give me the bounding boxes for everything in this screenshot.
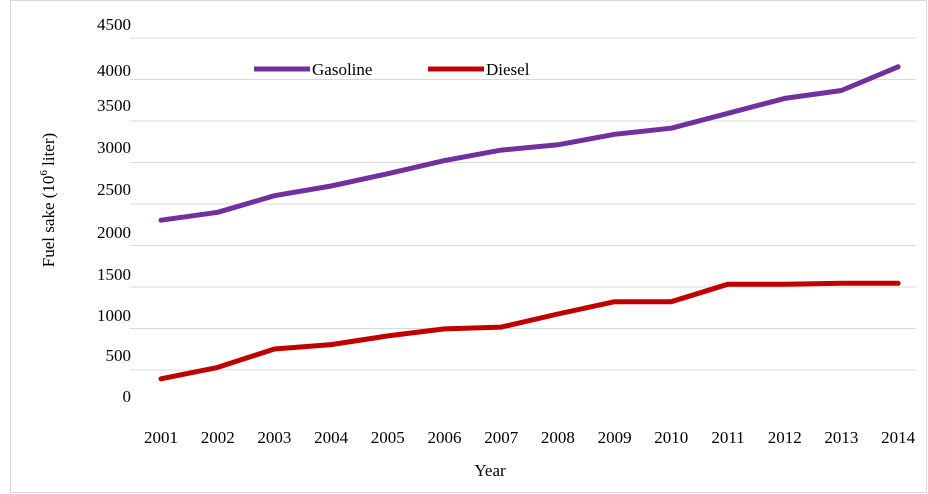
- x-tick-label: 2001: [144, 428, 178, 447]
- x-tick-label: 2012: [768, 428, 802, 447]
- x-axis-ticks: 2001 2002 2003 2004 2005 2006 2007 2008 2009 2010…: [144, 428, 916, 447]
- y-axis-title: Fuel sake (106 liter): [38, 133, 58, 267]
- y-tick-label: 2000: [97, 223, 131, 242]
- chart-frame: [10, 0, 927, 493]
- series-line-gasoline: [158, 64, 901, 223]
- series-lines: [158, 64, 901, 382]
- gridlines: [130, 37, 916, 371]
- y-axis-title-base: Fuel sake (10: [39, 176, 58, 268]
- x-tick-label: 2006: [428, 428, 462, 447]
- y-axis-ticks: 0 500 1000 1500 2000 2500 3000 3500 4000 4500: [97, 15, 131, 406]
- x-tick-label: 2005: [371, 428, 405, 447]
- y-tick-label: 1500: [97, 265, 131, 284]
- x-tick-label: 2013: [824, 428, 858, 447]
- y-tick-label: 3000: [97, 138, 131, 157]
- y-axis-title-sup: 6: [38, 170, 50, 176]
- x-tick-label: 2003: [257, 428, 291, 447]
- y-tick-label: 3500: [97, 96, 131, 115]
- x-tick-label: 2014: [881, 428, 916, 447]
- y-tick-label: 500: [106, 346, 132, 365]
- x-tick-label: 2008: [541, 428, 575, 447]
- x-axis-title: Year: [474, 461, 506, 480]
- y-axis-title-rest: liter): [39, 133, 58, 170]
- y-tick-label: 4500: [97, 15, 131, 34]
- y-tick-label: 4000: [97, 61, 131, 80]
- legend-label-gasoline: Gasoline: [312, 60, 372, 79]
- x-tick-label: 2010: [654, 428, 688, 447]
- legend: Gasoline Diesel: [254, 60, 530, 79]
- y-tick-label: 2500: [97, 180, 131, 199]
- x-tick-label: 2007: [484, 428, 519, 447]
- legend-label-diesel: Diesel: [486, 60, 530, 79]
- x-tick-label: 2011: [711, 428, 744, 447]
- x-tick-label: 2009: [598, 428, 632, 447]
- y-tick-label: 1000: [97, 306, 131, 325]
- x-tick-label: 2002: [201, 428, 235, 447]
- y-tick-label: 0: [123, 387, 132, 406]
- series-line-diesel: [158, 280, 901, 382]
- x-tick-label: 2004: [314, 428, 349, 447]
